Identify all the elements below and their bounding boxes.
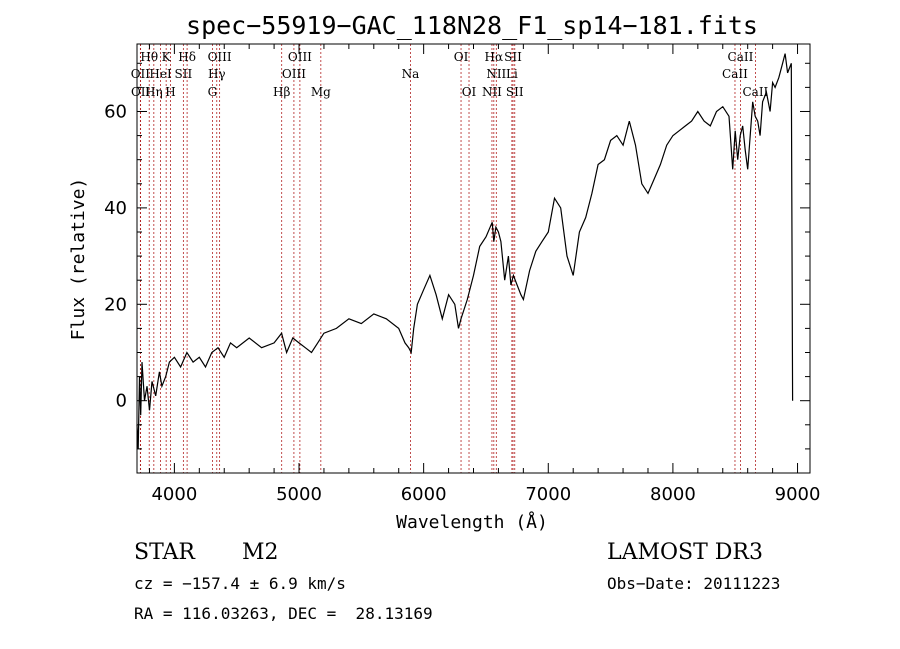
line-label-23: Li: [506, 67, 518, 81]
survey-name: LAMOST DR3: [607, 540, 763, 565]
plot-frame: [136, 43, 811, 474]
line-label-7: Hδ: [178, 50, 196, 64]
flux-series-line: [136, 53, 794, 449]
y-tick-label-20: 20: [104, 294, 127, 315]
line-label-13: OIII: [282, 67, 306, 81]
line-label-10: Hγ: [208, 67, 226, 81]
line-label-21: NII: [482, 85, 502, 99]
coordinates: RA = 116.03263, DEC = 28.13169: [134, 604, 433, 623]
line-label-26: CaII: [722, 67, 748, 81]
x-tick-label-6000: 6000: [401, 484, 447, 505]
line-label-9: OIII: [208, 50, 232, 64]
line-label-11: G: [208, 85, 218, 99]
spectral-line-markers: [139, 44, 756, 473]
x-tick-label-8000: 8000: [650, 484, 696, 505]
y-tick-label-60: 60: [104, 101, 127, 122]
line-label-16: Na: [402, 67, 420, 81]
line-label-22: SII: [504, 50, 522, 64]
line-label-3: K: [162, 50, 172, 64]
observation-date: Obs−Date: 20111223: [607, 574, 781, 593]
line-label-27: CaII: [742, 85, 768, 99]
line-label-20: NII: [486, 67, 506, 81]
y-tick-label-40: 40: [104, 198, 127, 219]
line-label-25: CaII: [728, 50, 754, 64]
x-axis-label: Wavelength (Å): [396, 511, 548, 533]
redshift-value: cz = −157.4 ± 6.9 km/s: [134, 574, 346, 593]
spectral-line-labels: Hθ OII OII K HeI Hη H Hδ SII OIII Hγ G OIII OIII Hβ Mg N…: [131, 50, 769, 99]
line-label-4: HeI: [149, 67, 172, 81]
x-tick-label-5000: 5000: [276, 484, 322, 505]
object-class: STAR: [134, 540, 195, 565]
line-label-24: SII: [506, 85, 524, 99]
y-axis-label: Flux (relative): [68, 178, 89, 341]
object-subclass: M2: [242, 540, 279, 565]
line-label-19: Hα: [485, 50, 504, 64]
x-tick-label-9000: 9000: [775, 484, 821, 505]
y-axis-ticks: 0 20 40 60: [104, 62, 810, 450]
line-label-8: SII: [175, 67, 193, 81]
line-label-1: OII: [131, 67, 151, 81]
line-label-17: OI: [454, 50, 469, 64]
line-label-6: H: [165, 85, 175, 99]
line-label-12: OIII: [288, 50, 312, 64]
line-label-18: OI: [462, 85, 477, 99]
line-label-14: Hβ: [273, 85, 290, 99]
x-axis-ticks: 4000 5000 6000 7000 8000 9000: [148, 44, 821, 505]
line-label-15: Mg: [311, 85, 331, 99]
y-tick-label-0: 0: [116, 391, 127, 412]
x-tick-label-7000: 7000: [525, 484, 571, 505]
line-label-2: OII: [131, 85, 151, 99]
chart-title: spec−55919−GAC_118N28_F1_sp14−181.fits: [186, 11, 758, 40]
x-tick-label-4000: 4000: [151, 484, 197, 505]
line-label-5: Hη: [145, 85, 163, 99]
line-label-0: Hθ: [140, 50, 158, 64]
